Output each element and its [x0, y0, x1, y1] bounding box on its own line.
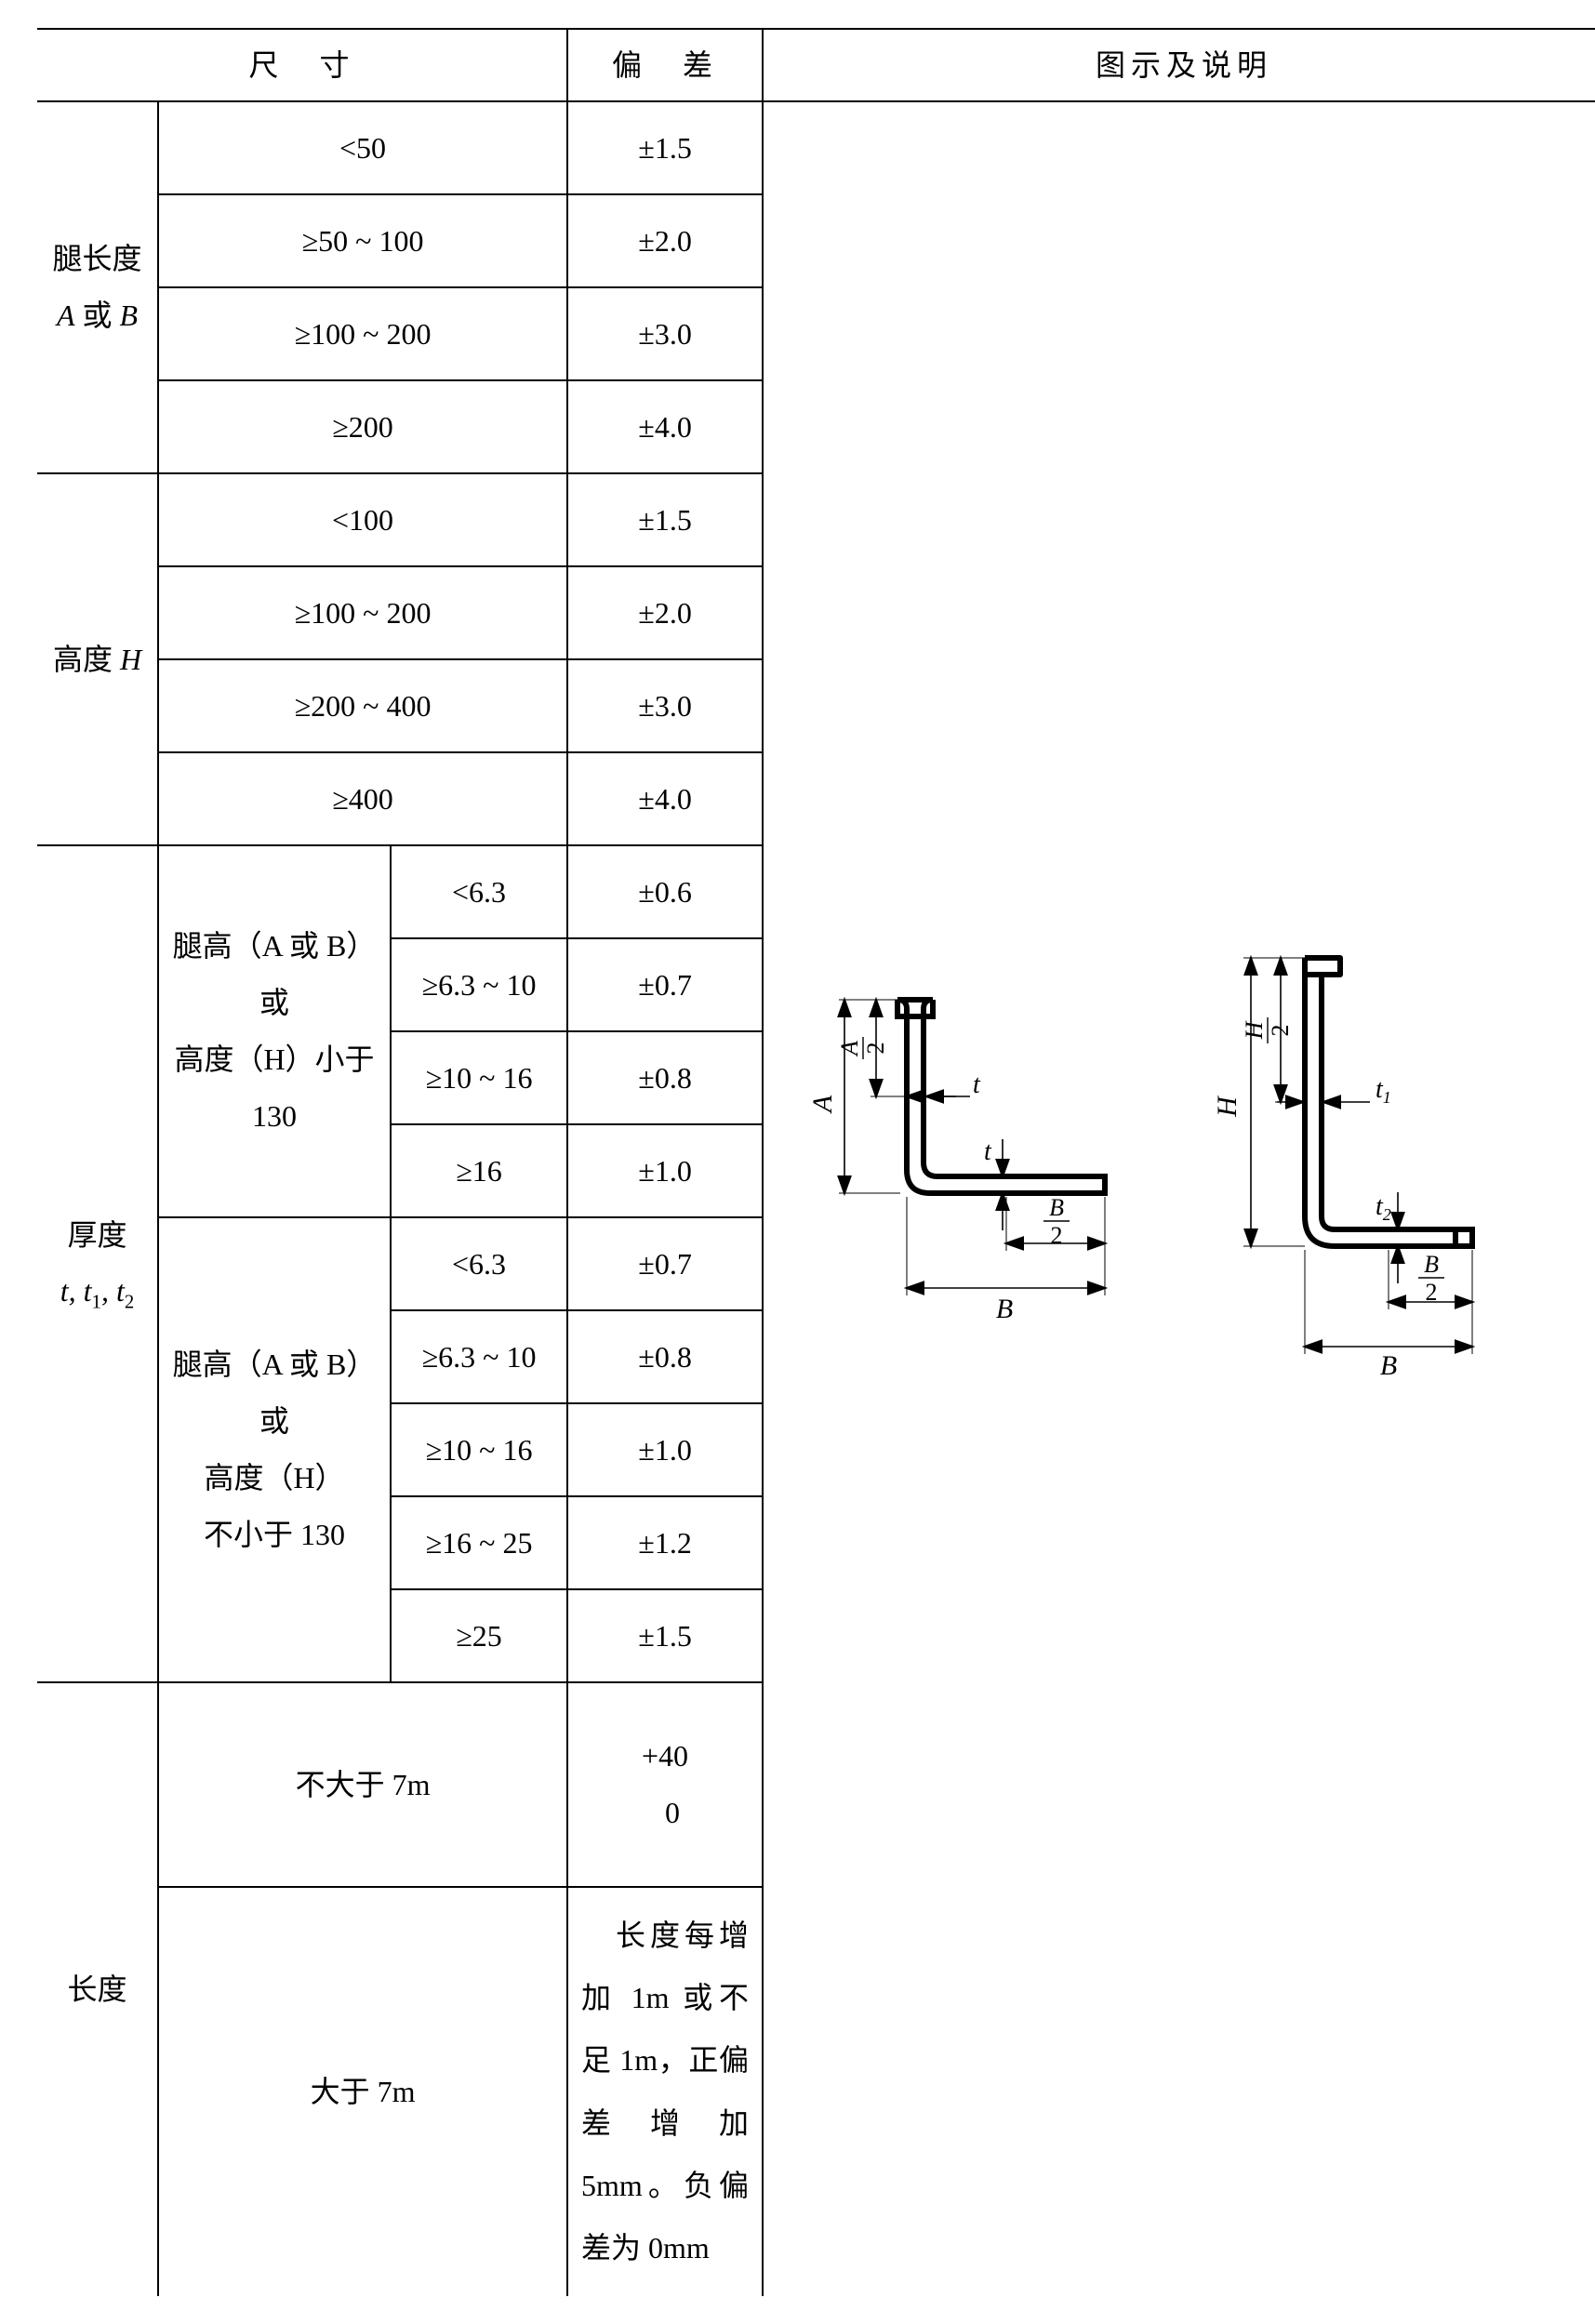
step-profile: H H 2 t1: [1212, 958, 1472, 1381]
var-H: H: [120, 643, 141, 676]
tol-cell: ±1.5: [567, 473, 763, 566]
range-cell: <6.3: [391, 1217, 567, 1310]
label-B2d: 2: [1051, 1222, 1063, 1249]
group-thickness-label: 厚度 t, t1, t2: [37, 845, 158, 1682]
text: 高度（H）: [170, 1450, 379, 1507]
tol-cell: ±1.0: [567, 1403, 763, 1496]
range-cell: ≥10 ~ 16: [391, 1031, 567, 1124]
tol-cell: ±0.7: [567, 938, 763, 1031]
tol-cell: ±4.0: [567, 752, 763, 845]
group-heightH-label: 高度 H: [37, 473, 158, 845]
label-H: H: [1212, 1094, 1243, 1117]
label-A2n: A: [836, 1041, 863, 1057]
tol-cell: ±3.0: [567, 659, 763, 752]
hdr-tol: 偏 差: [567, 29, 763, 101]
label-B2n-r: B: [1424, 1251, 1439, 1278]
range-cell: <6.3: [391, 845, 567, 938]
label-B: B: [996, 1294, 1013, 1324]
range-cell: ≥200: [158, 380, 567, 473]
hdr-fig: 图示及说明: [763, 29, 1595, 101]
thickness-sub2: 腿高（A 或 B）或 高度（H） 不小于 130: [158, 1217, 391, 1682]
text: 高度: [53, 643, 120, 676]
text: 腿长度: [48, 231, 146, 287]
label-B-r: B: [1380, 1350, 1397, 1381]
thickness-sub1: 腿高（A 或 B）或 高度（H）小于 130: [158, 845, 391, 1217]
range-cell: 大于 7m: [158, 1887, 567, 2296]
range-cell: ≥400: [158, 752, 567, 845]
label-B2d-r: 2: [1426, 1279, 1438, 1306]
hdr-dim: 尺 寸: [37, 29, 567, 101]
tolerance-table: 尺 寸 偏 差 图示及说明 腿长度 A 或 B <50 ±1.5: [37, 28, 1595, 2296]
text: A 或 B: [48, 287, 146, 344]
label-t2: t2: [1376, 1192, 1391, 1224]
text: 不小于 130: [170, 1507, 379, 1563]
tol-cell: ±1.2: [567, 1496, 763, 1589]
text: 0: [579, 1785, 751, 1841]
label-H2n: H: [1241, 1020, 1268, 1040]
z-profile: A A 2 t: [807, 1000, 1105, 1324]
text: 腿高（A 或 B）或: [170, 1336, 379, 1450]
text: 厚度: [48, 1207, 146, 1264]
tol-cell: ±0.8: [567, 1310, 763, 1403]
text: +40: [579, 1728, 751, 1785]
group-legAB-label: 腿长度 A 或 B: [37, 101, 158, 473]
group-length-label: 长度: [37, 1682, 158, 2296]
profile-diagrams: A A 2 t: [803, 911, 1565, 1488]
label-t1: t1: [1376, 1075, 1391, 1107]
tol-cell: +40 0: [567, 1682, 763, 1887]
tol-cell: ±0.7: [567, 1217, 763, 1310]
text: t, t1, t2: [48, 1263, 146, 1321]
range-cell: ≥50 ~ 100: [158, 194, 567, 287]
text: 腿高（A 或 B）或: [170, 918, 379, 1031]
table-header-row: 尺 寸 偏 差 图示及说明: [37, 29, 1595, 101]
label-H2d: 2: [1267, 1024, 1294, 1036]
var-B: B: [120, 299, 139, 332]
range-cell: ≥6.3 ~ 10: [391, 938, 567, 1031]
tol-cell: ±2.0: [567, 194, 763, 287]
label-A2d: 2: [862, 1042, 889, 1054]
tol-cell: ±2.0: [567, 566, 763, 659]
label-B2n: B: [1049, 1194, 1064, 1221]
range-cell: ≥16 ~ 25: [391, 1496, 567, 1589]
range-cell: ≥200 ~ 400: [158, 659, 567, 752]
label-t-h: t: [984, 1137, 992, 1166]
tol-cell: ±4.0: [567, 380, 763, 473]
tol-cell: ±3.0: [567, 287, 763, 380]
range-cell: ≥100 ~ 200: [158, 566, 567, 659]
range-cell: ≥16: [391, 1124, 567, 1217]
table-row: 腿长度 A 或 B <50 ±1.5: [37, 101, 1595, 194]
range-cell: 不大于 7m: [158, 1682, 567, 1887]
tol-cell: ±0.8: [567, 1031, 763, 1124]
var-A: A: [57, 299, 75, 332]
label-A: A: [807, 1095, 838, 1114]
diagram-cell: A A 2 t: [763, 101, 1595, 2296]
range-cell: ≥25: [391, 1589, 567, 1682]
tol-cell: ±1.5: [567, 101, 763, 194]
tol-cell: 长度每增加 1m 或不足 1m，正偏差增加 5mm。负偏差为 0mm: [567, 1887, 763, 2296]
tol-cell: ±0.6: [567, 845, 763, 938]
diagram-wrap: A A 2 t: [764, 102, 1595, 2296]
tol-cell: ±1.5: [567, 1589, 763, 1682]
text: 高度（H）小于 130: [170, 1031, 379, 1145]
text: 或: [74, 299, 119, 332]
tol-cell: ±1.0: [567, 1124, 763, 1217]
range-cell: <50: [158, 101, 567, 194]
range-cell: ≥6.3 ~ 10: [391, 1310, 567, 1403]
range-cell: ≥100 ~ 200: [158, 287, 567, 380]
range-cell: <100: [158, 473, 567, 566]
label-t-v: t: [973, 1070, 981, 1099]
range-cell: ≥10 ~ 16: [391, 1403, 567, 1496]
